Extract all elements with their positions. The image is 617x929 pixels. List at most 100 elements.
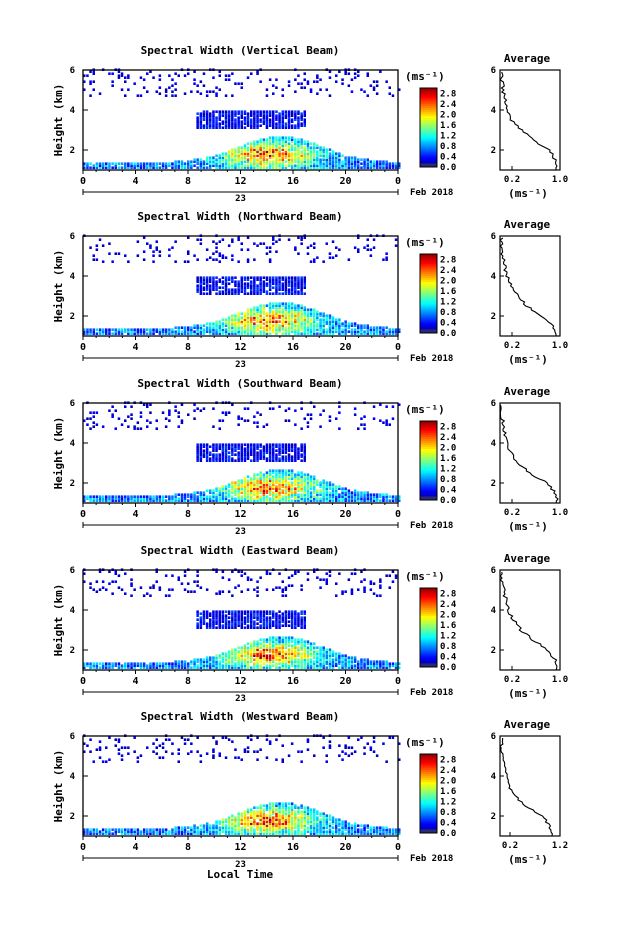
heatmap-cell [297, 318, 300, 321]
heatmap-cell [221, 491, 225, 494]
heatmap-cell [209, 620, 212, 623]
heatmap-cell [268, 638, 272, 641]
y-tick-label: 6 [70, 66, 75, 76]
heatmap-cell [287, 493, 291, 496]
heatmap-cell [231, 656, 234, 659]
heatmap-cell [331, 154, 335, 157]
heatmap-cell [306, 318, 310, 321]
heatmap-cell [275, 473, 278, 476]
heatmap-cell [281, 112, 284, 115]
heatmap-cell [262, 276, 266, 279]
heatmap-cell [375, 80, 379, 83]
colorbar-tick-label: 0.0 [440, 163, 456, 173]
heatmap-cell [259, 481, 262, 484]
heatmap-cell [268, 282, 272, 285]
heatmap-cell [319, 164, 322, 167]
heatmap-cell [149, 662, 152, 665]
heatmap-cell [224, 616, 228, 619]
heatmap-cell [120, 166, 124, 169]
heatmap-cell [316, 489, 319, 492]
heatmap-cell [237, 497, 240, 500]
heatmap-cell [243, 664, 247, 667]
heatmap-cell [205, 116, 209, 119]
heatmap-cell [114, 409, 117, 412]
heatmap-cell [253, 473, 256, 476]
heatmap-cell [294, 148, 297, 151]
heatmap-cell [237, 160, 240, 163]
heatmap-cell [272, 614, 275, 617]
heatmap-cell [237, 316, 240, 319]
heatmap-cell [196, 112, 199, 115]
heatmap-cell [209, 124, 212, 127]
colorbar-segment [420, 125, 437, 128]
heatmap-cell [221, 286, 225, 289]
heatmap-cell [243, 479, 247, 482]
heatmap-cell [287, 156, 291, 159]
heatmap-cell [133, 162, 136, 165]
heatmap-cell [199, 290, 203, 293]
heatmap-cell [335, 322, 338, 325]
heatmap-cell [221, 411, 225, 414]
heatmap-cell [253, 497, 256, 500]
heatmap-cell [130, 417, 133, 420]
heatmap-cell [95, 162, 99, 165]
heatmap-cell [215, 497, 218, 500]
heatmap-cell [331, 652, 335, 655]
heatmap-cell [309, 318, 313, 321]
heatmap-cell [246, 445, 250, 448]
heatmap-cells [83, 401, 401, 502]
heatmap-cell [338, 485, 341, 488]
heatmap-cell [297, 473, 300, 476]
heatmap-cell [256, 497, 259, 500]
heatmap-cell [256, 485, 259, 488]
heatmap-cell [294, 118, 297, 121]
heatmap-cell [272, 156, 275, 159]
heatmap-cell [294, 423, 297, 426]
heatmap-cell [300, 477, 303, 480]
heatmap-cell [240, 248, 243, 251]
colorbar-frame [419, 587, 438, 668]
heatmap-cell [227, 120, 231, 123]
heatmap-cell [306, 475, 310, 478]
heatmap-cell [218, 260, 221, 263]
heatmap-cell [105, 832, 108, 835]
heatmap-cell [309, 142, 313, 145]
heatmap-cell [284, 304, 288, 307]
heatmap-cell [95, 258, 99, 261]
heatmap-cell [275, 469, 278, 472]
heatmap-cell [212, 662, 215, 665]
heatmap-cell [168, 332, 171, 335]
heatmap-cell [284, 140, 288, 143]
heatmap-cell [275, 312, 278, 315]
heatmap-cell [275, 614, 278, 617]
heatmap-cell [259, 646, 262, 649]
heatmap-cell [294, 290, 297, 293]
heatmap-cell [256, 616, 259, 619]
heatmap-cell [300, 654, 303, 657]
colorbar-segment [420, 323, 437, 326]
heatmap-cell [196, 451, 199, 454]
heatmap-cell [183, 662, 187, 665]
heatmap-cell [328, 650, 332, 653]
heatmap-cell [388, 166, 391, 169]
heatmap-cell [284, 318, 288, 321]
heatmap-cell [294, 453, 297, 456]
colorbar-tick-label: 2.8 [440, 255, 456, 265]
heatmap-cell [328, 322, 332, 325]
colorbar-segment [420, 121, 437, 124]
heatmap-cell [196, 622, 199, 625]
heatmap-cell [281, 158, 284, 161]
heatmap-cell [309, 308, 313, 311]
heatmap-cell [278, 144, 281, 147]
heatmap-cell [385, 493, 388, 496]
heatmap-cell [259, 120, 262, 123]
heatmap-cell [89, 80, 92, 83]
heatmap-cell [382, 258, 385, 261]
heatmap-cell [313, 312, 316, 315]
heatmap-cell [382, 497, 385, 500]
heatmap-cell [193, 326, 196, 329]
heatmap-cell [297, 477, 300, 480]
heatmap-cell [297, 447, 300, 450]
heatmap-cell [366, 330, 369, 333]
heatmap-cell [300, 152, 303, 155]
